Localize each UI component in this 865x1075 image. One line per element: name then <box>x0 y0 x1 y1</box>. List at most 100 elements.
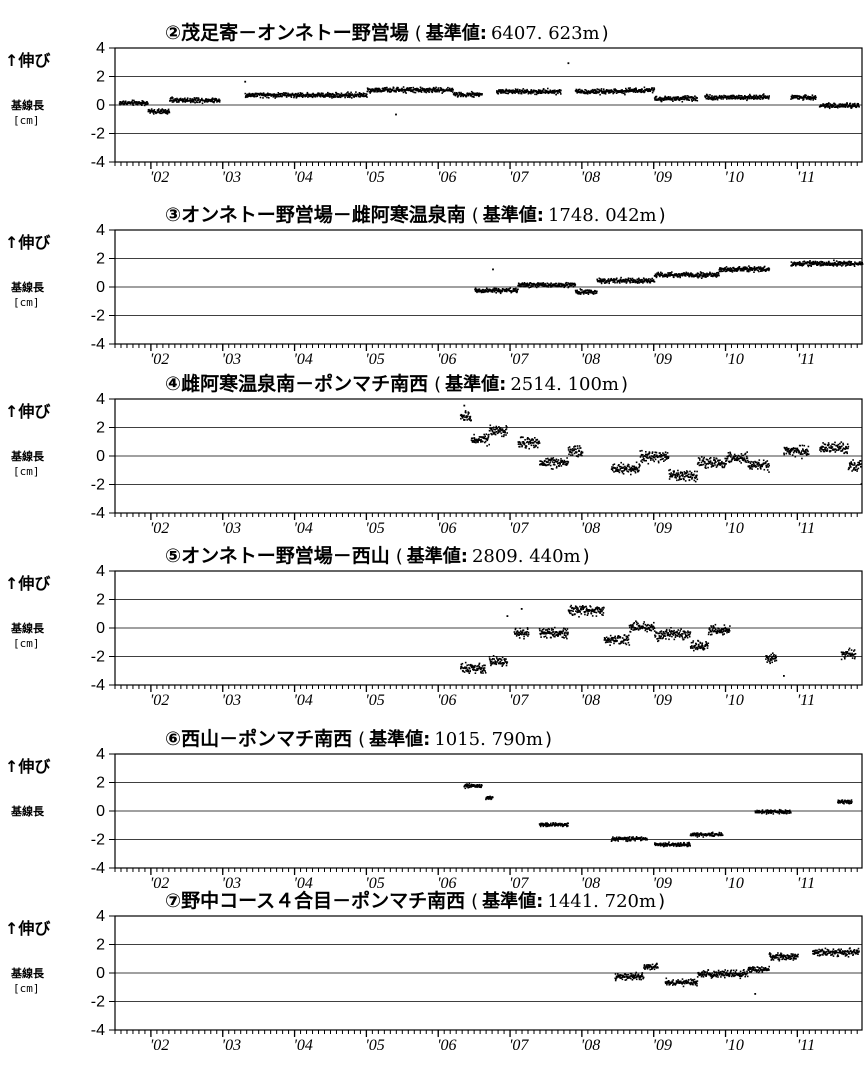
data-point <box>696 273 698 276</box>
data-point <box>535 445 537 447</box>
data-point <box>186 100 188 103</box>
data-point <box>655 274 657 276</box>
data-point <box>166 111 168 113</box>
data-point <box>529 282 532 284</box>
data-point <box>499 427 502 429</box>
data-point <box>827 442 830 444</box>
data-point <box>652 459 654 461</box>
data-point <box>483 289 486 292</box>
data-point <box>733 96 736 98</box>
data-point <box>452 91 454 93</box>
data-point <box>567 449 570 451</box>
data-point <box>679 475 681 478</box>
data-point <box>563 459 566 462</box>
data-point <box>691 478 693 480</box>
data-point <box>795 264 797 267</box>
data-point <box>671 98 674 100</box>
data-point <box>660 455 663 458</box>
data-point <box>165 112 168 115</box>
data-point <box>664 456 666 458</box>
data-point <box>536 283 538 285</box>
data-point <box>473 92 476 95</box>
data-point <box>839 442 841 445</box>
data-point <box>830 106 833 108</box>
data-point <box>595 290 597 292</box>
data-point <box>131 99 134 102</box>
data-point <box>327 91 329 94</box>
data-point <box>524 89 526 92</box>
data-point <box>800 451 802 454</box>
data-point <box>836 265 838 267</box>
data-point <box>404 91 407 93</box>
data-point <box>716 464 719 467</box>
data-point <box>839 446 842 448</box>
data-point <box>841 448 844 451</box>
data-point <box>386 86 388 89</box>
data-point <box>572 284 574 286</box>
data-point <box>719 267 722 269</box>
data-point <box>497 290 499 293</box>
data-point <box>744 460 747 463</box>
data-point <box>504 288 507 291</box>
data-point <box>825 261 828 264</box>
data-point <box>752 461 755 464</box>
data-point <box>706 459 709 461</box>
data-point <box>469 415 472 418</box>
data-point <box>713 273 715 276</box>
data-point <box>804 452 806 454</box>
data-point <box>663 97 666 99</box>
data-point <box>750 268 753 270</box>
data-point <box>551 283 554 286</box>
data-point <box>560 282 562 285</box>
data-point <box>629 277 632 280</box>
data-point <box>746 451 748 453</box>
data-point <box>475 438 478 441</box>
data-point <box>688 479 691 481</box>
data-point <box>522 442 524 445</box>
data-point <box>211 100 213 102</box>
data-point <box>799 444 801 447</box>
data-point <box>675 96 678 98</box>
data-point <box>263 93 265 95</box>
data-point <box>184 97 186 100</box>
data-point <box>526 441 528 444</box>
data-point <box>574 282 576 285</box>
data-point <box>678 474 680 476</box>
data-point <box>829 450 832 452</box>
data-point <box>553 92 555 95</box>
data-point <box>552 90 555 92</box>
data-point <box>307 96 309 98</box>
data-point <box>798 261 801 263</box>
data-point <box>365 94 368 97</box>
data-point <box>709 460 712 462</box>
data-point <box>747 95 750 97</box>
data-point <box>693 97 696 100</box>
data-point <box>732 97 735 99</box>
data-point <box>426 88 428 90</box>
data-point <box>560 285 563 288</box>
data-point <box>839 447 842 449</box>
data-point <box>817 262 819 264</box>
data-point <box>310 93 312 96</box>
data-point <box>546 285 548 288</box>
data-point <box>477 439 479 442</box>
data-point <box>828 102 830 104</box>
data-point <box>637 90 640 93</box>
data-point <box>427 87 429 90</box>
data-point <box>251 92 254 95</box>
data-point <box>718 274 720 277</box>
data-point <box>686 272 688 275</box>
data-point <box>423 88 426 90</box>
data-point <box>571 454 574 456</box>
data-point <box>652 456 655 459</box>
data-point <box>709 94 711 96</box>
data-point <box>797 449 800 451</box>
data-point <box>689 475 692 478</box>
data-point <box>519 443 521 446</box>
y-label-baseline: 基線長 <box>10 449 45 463</box>
data-point <box>744 97 747 100</box>
data-point <box>688 99 690 101</box>
data-point <box>432 87 434 90</box>
data-point <box>505 425 507 427</box>
data-point <box>701 464 703 466</box>
